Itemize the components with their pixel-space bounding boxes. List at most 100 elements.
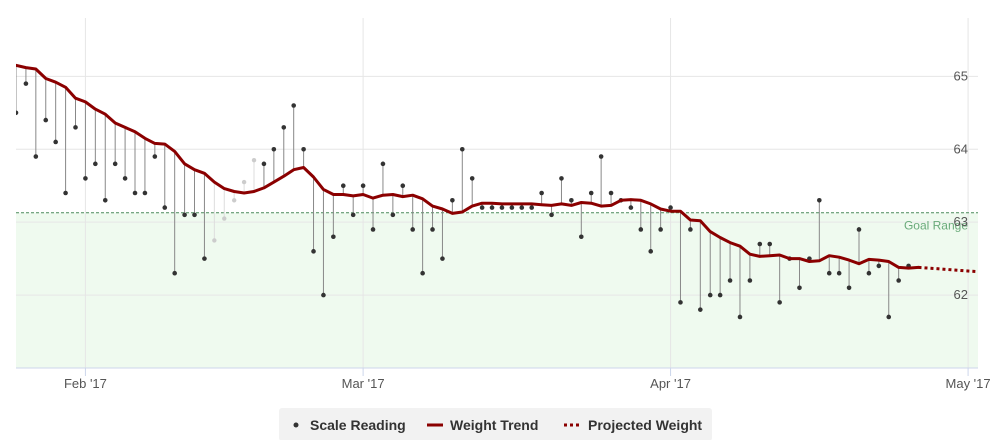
- scale-reading-point: [380, 161, 386, 167]
- scale-reading-point: [400, 183, 406, 189]
- scale-reading-point: [856, 227, 862, 232]
- scale-reading-point: [23, 81, 29, 86]
- scale-reading-point: [866, 270, 872, 276]
- x-tick-label: Mar '17: [342, 376, 385, 391]
- scale-reading-point-faded: [251, 157, 257, 163]
- scale-reading-point: [817, 197, 822, 203]
- scale-reading-point: [93, 161, 98, 167]
- scale-reading-point: [172, 270, 177, 276]
- reading-stems: [16, 65, 910, 317]
- scale-reading-point: [539, 190, 544, 196]
- scale-reading-point: [142, 190, 148, 196]
- legend-label-projected-weight: Projected Weight: [588, 417, 702, 433]
- scale-reading-point: [152, 154, 158, 159]
- goal-range-label: Goal Range: [904, 219, 968, 233]
- legend-item-projected-weight[interactable]: Projected Weight: [564, 417, 702, 433]
- scale-reading-point: [360, 183, 366, 189]
- scale-reading-point: [261, 161, 267, 167]
- scale-reading-point: [529, 205, 535, 210]
- legend: Scale Reading Weight Trend Projected Wei…: [279, 408, 712, 440]
- scale-reading-point: [182, 212, 187, 218]
- scale-reading-point: [33, 154, 39, 159]
- scale-reading-point: [16, 110, 19, 116]
- scale-reading-point: [271, 146, 277, 152]
- scale-reading-point: [102, 197, 108, 203]
- y-axis-ticks: 62 63 64 65: [954, 68, 968, 302]
- scale-reading-point: [628, 205, 634, 210]
- scale-reading-point: [43, 117, 49, 123]
- x-axis-ticks: Feb '17 Mar '17 Apr '17 May '17: [64, 368, 991, 391]
- legend-label-scale-reading: Scale Reading: [310, 417, 406, 433]
- scale-reading-point: [440, 256, 445, 261]
- scale-reading-point: [122, 176, 128, 181]
- scale-reading-point: [331, 234, 336, 240]
- weight-trend-line: [16, 63, 920, 270]
- legend-item-weight-trend[interactable]: Weight Trend: [427, 417, 538, 433]
- scale-reading-point: [797, 285, 802, 291]
- scale-reading-point: [876, 263, 882, 269]
- scale-reading-point: [370, 227, 376, 232]
- scale-reading-point: [588, 190, 594, 196]
- scale-reading-point: [132, 190, 138, 196]
- scale-reading-point: [430, 227, 435, 232]
- scale-reading-point: [648, 249, 654, 254]
- legend-item-scale-reading[interactable]: Scale Reading: [293, 417, 406, 433]
- scale-reading-point: [112, 161, 118, 167]
- scale-reading-point: [896, 278, 901, 283]
- scale-reading-point: [777, 300, 782, 305]
- scale-reading-point: [836, 270, 842, 276]
- scale-reading-point: [350, 212, 356, 218]
- scale-reading-point: [311, 249, 316, 254]
- scale-reading-point: [698, 307, 703, 312]
- scale-reading-point: [83, 176, 88, 181]
- scale-reading-point-faded: [231, 198, 237, 203]
- scale-reading-point: [469, 176, 475, 181]
- legend-dot-symbol: [293, 422, 299, 428]
- x-tick-label: Feb '17: [64, 376, 107, 391]
- scale-reading-point: [450, 197, 455, 203]
- scale-reading-point: [509, 205, 515, 210]
- scale-reading-point-faded: [222, 216, 227, 221]
- scale-reading-point: [53, 139, 58, 145]
- scale-reading-point: [291, 103, 296, 108]
- scale-reading-point: [886, 314, 892, 320]
- x-tick-label: May '17: [946, 376, 991, 391]
- scale-reading-point: [559, 176, 564, 181]
- projected-weight-line: [918, 265, 978, 274]
- scale-reading-point: [826, 270, 832, 276]
- scale-reading-point: [598, 154, 604, 159]
- scale-reading-point: [73, 125, 78, 130]
- scale-reading-point: [499, 205, 505, 210]
- scale-reading-point: [519, 205, 525, 210]
- scale-reading-point: [489, 205, 495, 210]
- y-tick-label: 64: [954, 141, 968, 156]
- scale-reading-point: [340, 183, 346, 189]
- scale-readings: [16, 81, 911, 320]
- scale-reading-point: [707, 292, 713, 298]
- grid-lines: [16, 18, 978, 368]
- trend-lines: [16, 63, 978, 274]
- scale-reading-point: [678, 300, 683, 305]
- y-tick-label: 65: [954, 68, 968, 83]
- scale-reading-point: [202, 256, 207, 261]
- scale-reading-point: [727, 278, 733, 283]
- scale-reading-point: [321, 292, 326, 298]
- scale-reading-point: [63, 190, 68, 196]
- scale-reading-point: [658, 227, 663, 232]
- scale-reading-point: [281, 125, 287, 130]
- scale-reading-point: [420, 270, 425, 276]
- scale-reading-point: [578, 234, 584, 240]
- scale-reading-point-faded: [241, 179, 247, 185]
- scale-reading-point: [608, 190, 614, 196]
- scale-reading-point: [390, 212, 396, 218]
- scale-reading-point: [569, 197, 574, 203]
- scale-reading-point: [688, 227, 693, 232]
- x-tick-label: Apr '17: [650, 376, 691, 391]
- scale-reading-point-faded: [212, 238, 217, 243]
- legend-box: [279, 408, 712, 440]
- y-tick-label: 63: [954, 214, 968, 229]
- scale-reading-point: [757, 241, 763, 247]
- scale-reading-point: [638, 227, 644, 232]
